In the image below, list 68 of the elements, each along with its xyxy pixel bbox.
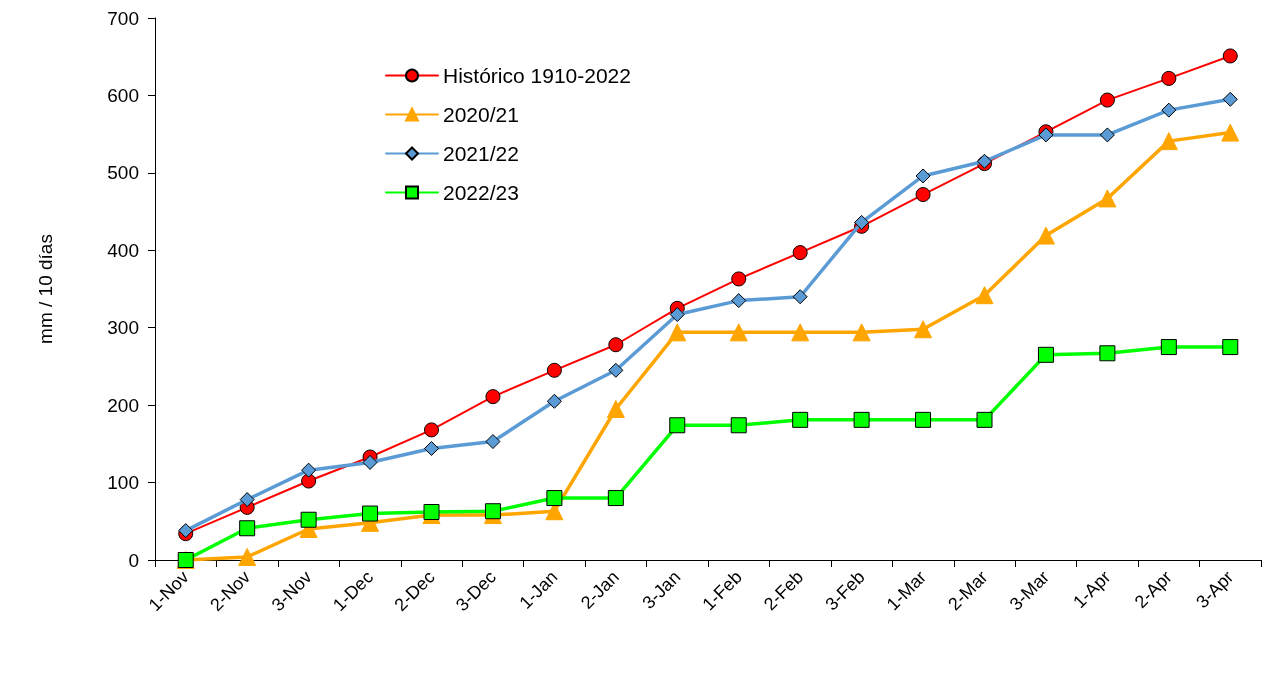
point	[853, 411, 870, 428]
point	[301, 462, 317, 478]
point	[914, 320, 933, 339]
point	[1099, 92, 1115, 108]
point	[423, 503, 440, 520]
point	[606, 400, 625, 419]
y-tick-label: 0	[128, 549, 139, 571]
point	[546, 362, 562, 378]
point	[729, 323, 748, 342]
y-tick-label: 500	[107, 162, 139, 184]
point	[1222, 339, 1239, 356]
point	[731, 293, 747, 309]
point	[1099, 345, 1116, 362]
legend-label: 2021/22	[443, 142, 519, 165]
legend-label: 2020/21	[443, 103, 519, 126]
point	[608, 337, 624, 353]
point	[1160, 339, 1177, 356]
point	[485, 389, 501, 405]
point	[484, 503, 501, 520]
point	[485, 434, 501, 450]
y-axis-title: mm / 10 días	[35, 234, 56, 344]
point	[976, 411, 993, 428]
point	[301, 473, 317, 489]
point	[1099, 127, 1115, 143]
y-tick-label: 100	[107, 472, 139, 494]
point	[607, 490, 624, 507]
point	[1036, 226, 1055, 245]
point	[1159, 132, 1178, 151]
point	[238, 547, 257, 566]
point	[792, 245, 808, 261]
point	[1222, 91, 1238, 107]
point	[915, 187, 931, 203]
point	[424, 422, 439, 438]
point	[854, 214, 870, 230]
point	[669, 417, 686, 434]
point	[546, 490, 563, 507]
point	[1222, 48, 1238, 64]
point	[792, 289, 808, 305]
point	[975, 286, 994, 305]
point	[424, 441, 439, 456]
point	[731, 271, 747, 287]
point	[362, 505, 379, 522]
y-tick-label: 200	[107, 394, 139, 416]
point	[300, 511, 317, 528]
point	[915, 411, 932, 428]
point	[1221, 123, 1240, 142]
y-tick-label: 400	[107, 239, 139, 261]
legend-label: Histórico 1910-2022	[443, 64, 631, 87]
point	[239, 492, 255, 508]
point	[791, 323, 810, 342]
point	[546, 393, 562, 409]
point	[792, 411, 809, 428]
point	[1161, 70, 1177, 86]
point	[239, 520, 256, 537]
point	[1161, 102, 1177, 118]
point	[668, 323, 687, 342]
point	[852, 323, 871, 342]
point	[915, 168, 931, 184]
y-tick-label: 700	[107, 7, 139, 29]
point	[730, 417, 747, 434]
y-tick-label: 300	[107, 317, 139, 339]
legend-label: 2022/23	[443, 181, 519, 204]
point	[608, 362, 624, 378]
y-tick-label: 600	[107, 84, 139, 106]
point	[1037, 346, 1054, 363]
point	[362, 454, 378, 470]
point	[669, 307, 685, 323]
point	[1098, 189, 1117, 208]
